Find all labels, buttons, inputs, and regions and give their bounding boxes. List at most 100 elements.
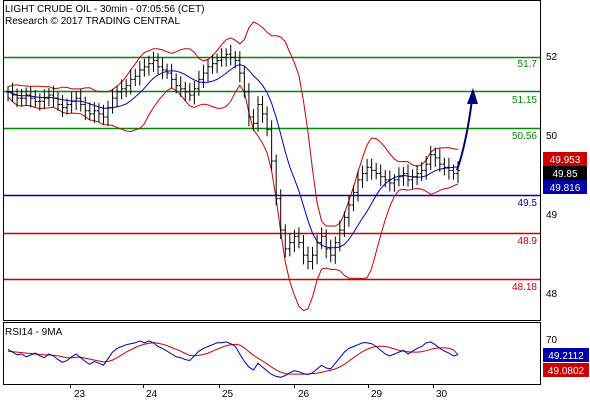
candle: [337, 220, 342, 252]
candle: [6, 86, 10, 102]
candle: [74, 91, 79, 110]
candle: [369, 158, 374, 180]
candle: [65, 98, 70, 115]
candle: [151, 51, 156, 73]
candle: [142, 58, 147, 77]
candle: [269, 120, 274, 171]
x-tick-label: 24: [146, 389, 158, 400]
candle: [60, 95, 65, 118]
candle: [201, 64, 206, 89]
candle: [260, 95, 265, 123]
candle: [87, 102, 92, 121]
candle: [356, 170, 360, 202]
moving-average: [7, 64, 459, 249]
x-tick-label: 30: [436, 389, 448, 400]
candle: [319, 227, 324, 249]
candle: [37, 93, 42, 111]
candle: [328, 239, 333, 263]
candle: [310, 246, 315, 270]
candle: [415, 164, 420, 186]
forecast-arrow-line: [456, 99, 473, 171]
candle: [96, 103, 101, 122]
candle: [115, 86, 120, 108]
price-tag-blue-text: 49.816: [550, 183, 581, 194]
candle: [92, 102, 97, 123]
candle: [406, 164, 410, 187]
candle: [274, 154, 279, 206]
rsi-tick-label: 70: [546, 335, 558, 346]
candle: [410, 169, 415, 189]
candle: [383, 170, 388, 188]
x-tick-label: 25: [222, 389, 234, 400]
candle: [83, 96, 88, 121]
level-label-48-18: 48.18: [512, 282, 537, 293]
candle: [378, 164, 383, 187]
candle: [192, 81, 197, 105]
candle: [183, 81, 188, 101]
candle: [28, 86, 33, 108]
candle: [110, 88, 115, 114]
candle: [365, 158, 370, 182]
candle: [42, 89, 47, 110]
candle: [315, 234, 320, 265]
rsi-tag-blue-bg: [543, 348, 589, 362]
x-tick-label: 26: [298, 389, 310, 400]
candle: [210, 54, 215, 74]
candle: [246, 83, 251, 127]
rsi-tag-red-bg: [543, 363, 589, 377]
y-tick-label: 48: [546, 289, 558, 300]
candle: [392, 174, 397, 192]
bollinger-lower-band: [7, 84, 459, 312]
moving-average-line: [7, 64, 459, 249]
candle: [133, 68, 138, 87]
price-tag-black-bg: [543, 166, 587, 180]
candle: [374, 162, 379, 180]
candle: [56, 91, 60, 111]
y-tick-label: 50: [546, 131, 558, 142]
candle: [15, 88, 20, 108]
level-label-50-56: 50.56: [512, 131, 537, 142]
rsi-tag-blue-text: 49.2112: [548, 351, 584, 362]
candle: [324, 229, 329, 259]
y-tick-label: 49: [546, 210, 558, 221]
candle: [237, 51, 242, 83]
rsi-signal-line: [7, 342, 459, 375]
level-label-48-9: 48.9: [518, 236, 538, 247]
candle: [333, 236, 338, 264]
bollinger-bands: [7, 21, 459, 312]
candle: [106, 100, 110, 127]
x-tick-label: 29: [371, 389, 383, 400]
candle: [228, 44, 233, 66]
candle: [437, 148, 442, 172]
candle: [396, 167, 401, 187]
candle: [256, 96, 260, 132]
y-tick-label: 52: [546, 52, 558, 63]
candle: [224, 48, 229, 67]
candle: [401, 166, 406, 187]
rsi-tag-red-text: 49.0802: [548, 366, 585, 377]
price-tag-red-bg: [543, 152, 587, 166]
candle: [283, 224, 288, 258]
candle: [206, 59, 210, 82]
candle: [33, 89, 38, 108]
candle: [296, 227, 301, 249]
price-tag-blue: 49.816: [543, 180, 587, 194]
forecast-arrow: [456, 88, 478, 171]
rsi-tag-blue: 49.2112: [543, 348, 589, 362]
chart-copyright: Research © 2017 TRADING CENTRAL: [5, 16, 180, 27]
candle: [165, 63, 170, 79]
level-label-49-5: 49.5: [518, 198, 538, 209]
rsi-tag-red: 49.0802: [543, 363, 589, 377]
price-tag-red: 49.953: [543, 152, 587, 166]
candle: [174, 73, 179, 94]
candle: [346, 195, 351, 227]
rsi-title: RSI14 - 9MA: [5, 327, 63, 338]
chart-title: LIGHT CRUDE OIL - 30min - 07:05:56 (CET): [5, 4, 205, 15]
candle: [196, 70, 201, 96]
rsi-lines: [7, 340, 459, 378]
candle: [69, 92, 74, 114]
candle: [137, 61, 142, 86]
candle: [292, 229, 297, 252]
candle: [51, 85, 56, 108]
candle: [351, 185, 356, 212]
